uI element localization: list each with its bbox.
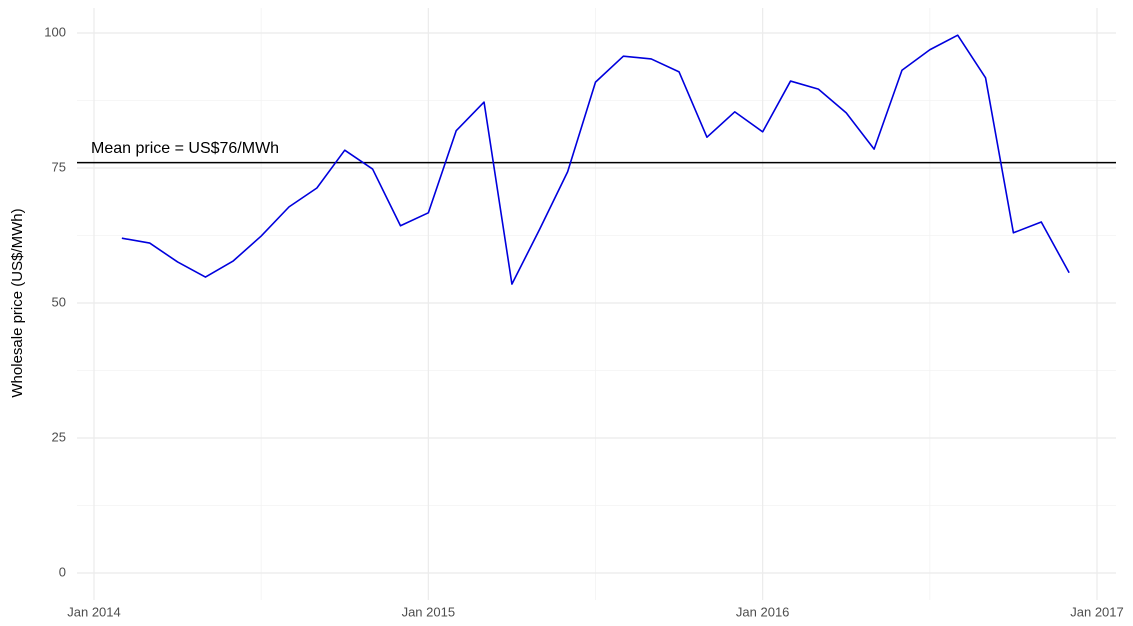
x-tick-label: Jan 2016	[736, 604, 790, 619]
y-tick-label: 0	[59, 564, 66, 579]
y-tick-label: 25	[52, 429, 66, 444]
y-axis-label: Wholesale price (US$/MWh)	[9, 208, 26, 397]
mean-label: Mean price = US$76/MWh	[91, 140, 279, 157]
x-tick-label: Jan 2014	[67, 604, 121, 619]
x-tick-label: Jan 2015	[402, 604, 456, 619]
y-tick-label: 75	[52, 159, 66, 174]
y-tick-label: 100	[44, 24, 66, 39]
x-tick-label: Jan 2017	[1070, 604, 1124, 619]
y-tick-label: 50	[52, 294, 66, 309]
price-line	[121, 34, 1070, 285]
